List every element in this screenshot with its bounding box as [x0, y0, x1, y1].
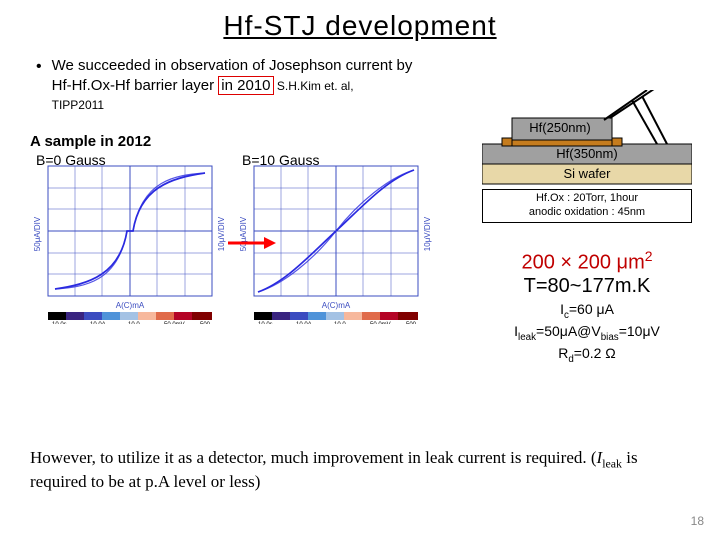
svg-text:10.0A: 10.0A — [90, 322, 106, 324]
svg-text:500: 500 — [200, 322, 211, 324]
svg-text:10μV/DIV: 10μV/DIV — [423, 216, 432, 251]
bullet-marker: • — [36, 58, 42, 76]
chart-ylabel-right: 10μV/DIV — [217, 216, 226, 251]
size-exponent: 2 — [645, 248, 653, 264]
param-lines: Ic=60 μA Ileak=50μA@Vbias=10μV Rd=0.2 Ω — [482, 300, 692, 366]
bottom-note: However, to utilize it as a detector, mu… — [30, 447, 690, 494]
bullet-highlight: in 2010 — [218, 76, 273, 95]
red-arrow-icon — [226, 234, 276, 252]
svg-text:50.0mV: 50.0mV — [164, 322, 185, 324]
svg-text:50.0mV: 50.0mV — [370, 322, 391, 324]
chart-ylabel-left: 50μA/DIV — [33, 216, 42, 251]
diagram-top-label: Hf(250nm) — [529, 120, 590, 135]
hfox-line2: anodic oxidation : 45nm — [529, 206, 645, 218]
color-bar — [48, 312, 212, 320]
chart-xlabel: A(C)mA — [116, 301, 145, 310]
bottom-note-a: However, to utilize it as a detector, mu… — [30, 448, 597, 467]
svg-text:10.0s: 10.0s — [258, 322, 273, 324]
chart-left: B=0 Gauss 50μA/DIV 10μV/DIV A(C)mA — [30, 154, 230, 324]
svg-text:10.0A: 10.0A — [296, 322, 312, 324]
size-text: 200 × 200 μm — [521, 252, 644, 274]
svg-text:10.0: 10.0 — [128, 322, 140, 324]
chart-left-label: B=0 Gauss — [36, 152, 106, 168]
svg-text:500: 500 — [406, 322, 417, 324]
bottom-note-sub: leak — [602, 456, 622, 470]
diagram-bottom-label: Si wafer — [564, 166, 612, 181]
bullet-text: We succeeded in observation of Josephson… — [52, 56, 432, 113]
diagram-mid-label: Hf(350nm) — [556, 146, 617, 161]
svg-text:10.0: 10.0 — [334, 322, 346, 324]
page-number: 18 — [691, 514, 704, 528]
svg-text:A(C)mA: A(C)mA — [322, 301, 351, 310]
right-info: 200 × 200 μm2 T=80~177m.K Ic=60 μA Ileak… — [482, 248, 692, 366]
size-line: 200 × 200 μm2 — [482, 248, 692, 275]
svg-text:10.0s: 10.0s — [52, 322, 67, 324]
citation-inline: S.H.Kim et. al, — [274, 79, 354, 93]
layer-diagram: Hf(250nm) Hf(350nm) Si wafer Hf.Ox : 20T… — [482, 90, 692, 223]
hfox-note: Hf.Ox : 20Torr, 1hour anodic oxidation :… — [482, 189, 692, 223]
slide-title: Hf-STJ development — [30, 10, 690, 42]
chart-right-label: B=10 Gauss — [242, 152, 319, 168]
hfox-line1: Hf.Ox : 20Torr, 1hour — [536, 192, 638, 204]
citation-line2: TIPP2011 — [52, 97, 432, 113]
temp-line: T=80~177m.K — [482, 275, 692, 298]
